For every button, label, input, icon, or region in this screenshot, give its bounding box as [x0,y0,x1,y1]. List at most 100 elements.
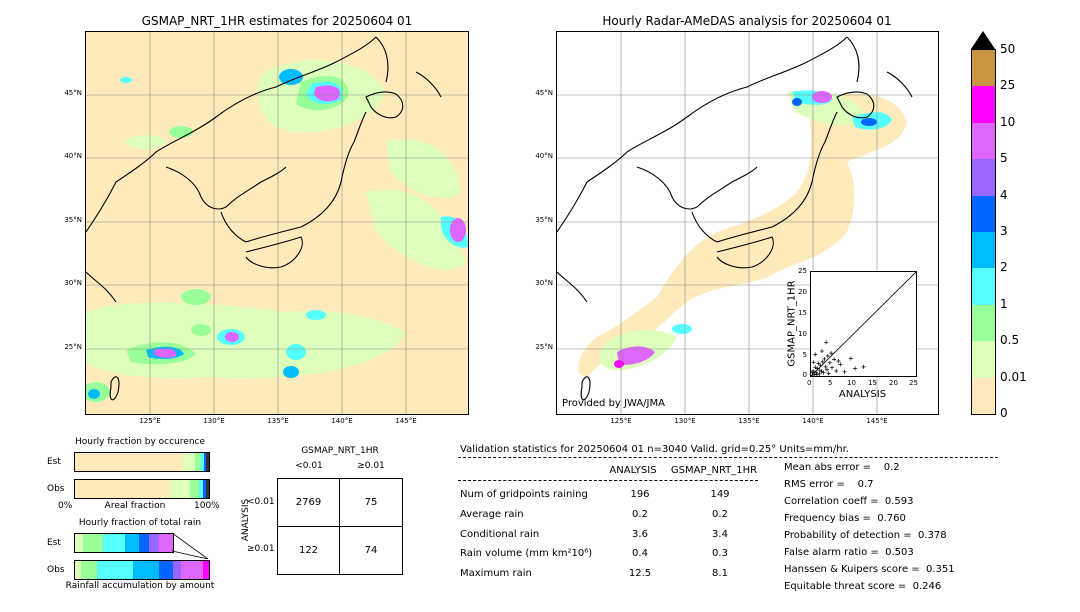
colorbar-segment [972,195,995,232]
occurrence-axis-left: 0% [58,501,73,511]
scatter-point [818,363,823,368]
contingency-row-lt: <0.01 [247,497,275,507]
scatter-point [812,372,817,377]
contingency-row-header: ANALYSIS [241,498,251,542]
score-line: RMS error = 0.7 [784,479,874,490]
cell-c: 122 [298,545,319,556]
scatter-xtick-25: 25 [909,379,918,387]
scatter-point [810,370,815,375]
colorbar-segment [972,122,995,160]
score-line: Frequency bias = 0.760 [784,513,906,524]
stat-analysis: 0.4 [632,548,648,559]
cb-label-0-5: 0.5 [1000,333,1020,347]
scatter-point [834,369,839,374]
total-rain-connector [172,533,209,559]
validation-col-gsmap: GSMAP_NRT_1HR [670,465,758,476]
stat-label: Maximum rain [460,568,532,579]
colorbar-segment [972,268,995,305]
colorbar-segment [972,231,995,269]
total-rain-footer: Rainfall accumulation by amount [65,581,215,591]
left-map-title: GSMAP_NRT_1HR estimates for 20250604 01 [141,14,413,28]
scatter-point [820,359,825,364]
left-lat-40: 40°N [64,152,82,160]
left-lon-135: 135°E [267,417,289,425]
stat-label: Conditional rain [460,529,540,540]
data-credit: Provided by JWA/JMA [562,398,665,409]
contingency-table: 2769 75 122 74 [277,478,403,575]
score-line: Probability of detection = 0.378 [784,530,947,541]
stat-analysis: 0.2 [632,509,648,520]
scatter-point [832,357,837,362]
right-map-canvas [557,32,938,414]
scatter-point [824,340,829,345]
scatter-ytick-25: 25 [798,267,807,275]
scatter-xtick-20: 20 [889,379,898,387]
rain-areas [86,60,468,402]
right-lon-140: 140°E [802,417,824,425]
scatter-point [861,364,866,369]
stat-label: Average rain [460,509,524,520]
colorbar [971,49,996,415]
total-rain-obs-bar [74,560,210,580]
scatter-plot [810,271,917,378]
validation-divider [458,457,998,458]
scatter-point [848,356,853,361]
occurrence-est-bar [74,452,210,472]
right-lat-45: 45°N [535,89,553,97]
scatter-point [823,364,828,369]
right-lon-130: 130°E [674,417,696,425]
left-lon-145: 145°E [395,417,417,425]
validation-subdivider [458,480,758,481]
contingency-col-header: GSMAP_NRT_1HR [301,446,379,456]
colorbar-labels: 50 25 10 5 4 3 2 1 0.5 0.01 0 [1000,42,1040,422]
scatter-ytick-15: 15 [798,309,807,317]
scatter-point [814,370,819,375]
right-lat-35: 35°N [535,216,553,224]
scatter-xlabel: ANALYSIS [838,389,887,400]
cell-b: 75 [364,497,378,508]
contingency-col-lt: <0.01 [295,461,323,471]
score-line: False alarm ratio = 0.503 [784,547,914,558]
cb-label-2: 2 [1000,260,1008,274]
scatter-point [853,366,858,371]
total-rain-est-label: Est [47,538,61,548]
scatter-xtick-10: 10 [847,379,856,387]
scatter-point [817,368,822,373]
scatter-point [842,369,847,374]
right-lat-40: 40°N [535,152,553,160]
cb-label-1: 1 [1000,297,1008,311]
cb-label-5: 5 [1000,151,1008,165]
cb-label-0-01: 0.01 [1000,370,1027,384]
cell-a: 2769 [295,497,322,508]
left-lon-130: 130°E [203,417,225,425]
scatter-xtick-0: 0 [807,379,812,387]
grid-lines [86,32,468,414]
stat-label: Num of gridpoints raining [460,489,588,500]
cb-label-50: 50 [1000,42,1016,56]
left-map-canvas [86,32,468,414]
stat-gsmap: 0.2 [712,509,728,520]
right-lat-30: 30°N [535,279,553,287]
scatter-canvas [810,271,917,378]
scatter-point [815,366,820,371]
stat-gsmap: 3.4 [712,529,728,540]
scatter-xtick-5: 5 [828,379,833,387]
stat-analysis: 12.5 [628,568,652,579]
occurrence-obs-bar [74,479,210,499]
occurrence-title: Hourly fraction by occurence [74,437,206,447]
cb-label-25: 25 [1000,78,1016,92]
scatter-point [838,362,843,367]
contingency-col-ge: ≥0.01 [357,461,385,471]
scatter-ytick-0: 0 [802,371,807,379]
contingency-row-ge: ≥0.01 [247,544,275,554]
right-lon-135: 135°E [738,417,760,425]
total-rain-title: Hourly fraction of total rain [78,518,202,528]
occurrence-axis-mid: Areal fraction [104,501,166,511]
left-map [85,31,469,415]
scatter-point [822,356,827,361]
cb-label-4: 4 [1000,188,1008,202]
coastlines-right [557,36,913,401]
scatter-xtick-15: 15 [868,379,877,387]
scatter-ytick-5: 5 [802,351,807,359]
scatter-point [836,359,841,364]
